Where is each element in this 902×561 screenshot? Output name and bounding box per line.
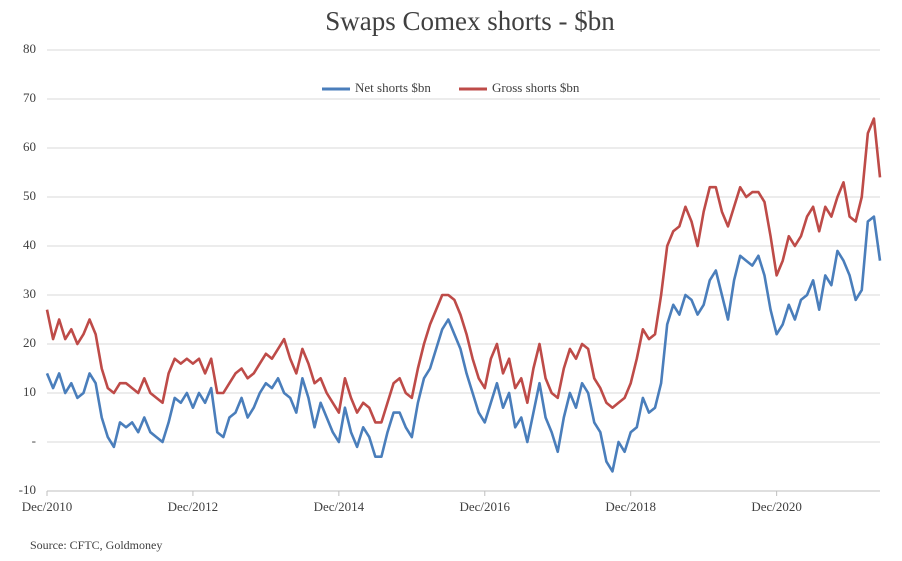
y-tick-label: 60 <box>23 139 36 154</box>
legend-label: Gross shorts $bn <box>492 80 580 95</box>
source-note: Source: CFTC, Goldmoney <box>30 538 162 552</box>
y-tick-label: 50 <box>23 188 36 203</box>
x-tick-label: Dec/2010 <box>22 499 73 514</box>
series-line <box>45 117 882 424</box>
y-tick-label: 80 <box>23 41 36 56</box>
legend-label: Net shorts $bn <box>355 80 431 95</box>
x-tick-label: Dec/2020 <box>751 499 802 514</box>
x-tick-label: Dec/2014 <box>314 499 365 514</box>
y-tick-label: 20 <box>23 335 36 350</box>
y-tick-label: - <box>32 433 36 448</box>
y-tick-label: 40 <box>23 237 36 252</box>
x-tick-label: Dec/2018 <box>605 499 656 514</box>
y-tick-label: 10 <box>23 384 36 399</box>
x-tick-label: Dec/2016 <box>460 499 511 514</box>
y-tick-label: 70 <box>23 90 36 105</box>
series-line <box>45 215 882 473</box>
y-tick-label: -10 <box>19 482 36 497</box>
x-tick-label: Dec/2012 <box>168 499 219 514</box>
y-tick-label: 30 <box>23 286 36 301</box>
chart-title: Swaps Comex shorts - $bn <box>325 6 615 36</box>
